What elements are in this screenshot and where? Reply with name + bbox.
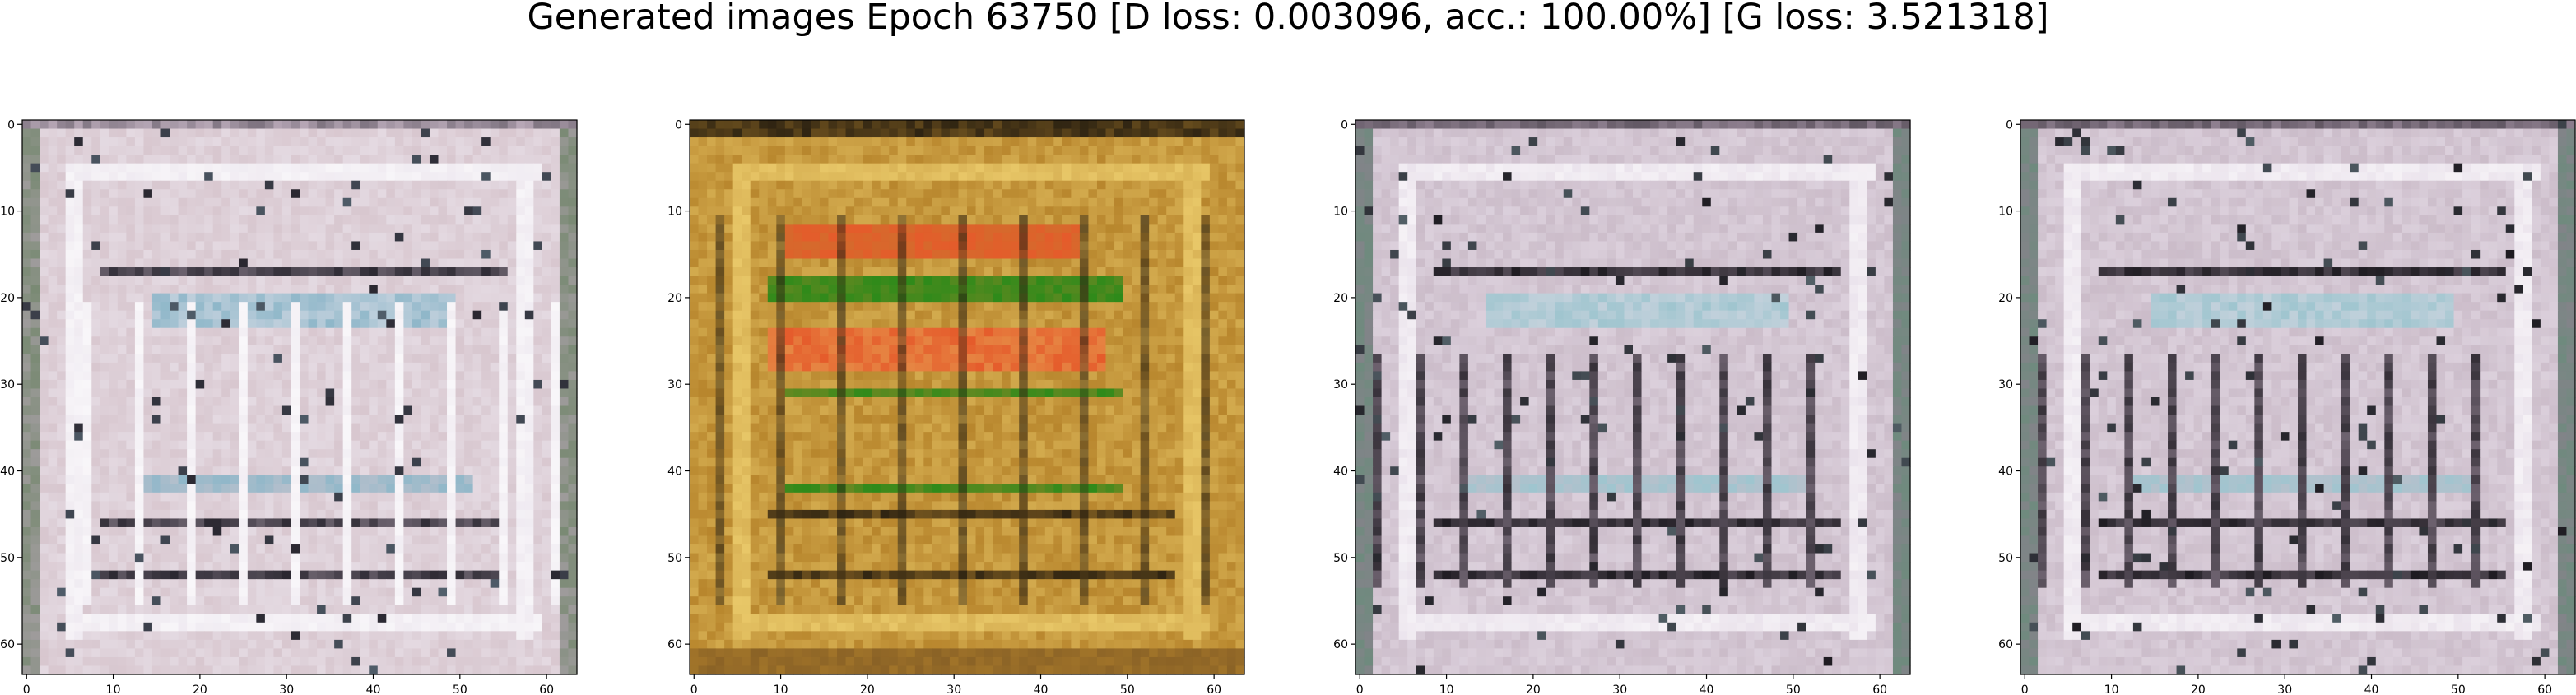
x-tick-label: 40	[1034, 683, 1049, 695]
y-tick-label: 0	[7, 118, 15, 132]
y-tick-label: 10	[1333, 206, 1348, 219]
x-tick-label: 10	[774, 683, 788, 695]
generated-image-3: 0 0 10 10 20 20 30 30 40 40 50 50 60 60	[1333, 118, 1911, 695]
x-tick-label: 10	[1439, 683, 1454, 695]
x-tick-label: 50	[453, 683, 467, 695]
y-tick-label: 20	[1333, 292, 1348, 305]
x-tick-label: 60	[539, 683, 554, 695]
y-tick-label: 0	[1341, 118, 1348, 132]
x-tick-label: 40	[1700, 683, 1714, 695]
y-tick-label: 60	[0, 638, 15, 651]
x-tick-label: 20	[2191, 683, 2206, 695]
x-tick-label: 30	[1612, 683, 1627, 695]
y-tick-label: 10	[1998, 206, 2013, 219]
x-tick-label: 60	[1207, 683, 1221, 695]
y-tick-label: 40	[1333, 466, 1348, 479]
generated-image-4-axes-frame	[2020, 119, 2576, 675]
generated-image-2: 0 0 10 10 20 20 30 30 40 40 50 50 60 60	[667, 118, 1245, 695]
y-tick-label: 60	[1333, 638, 1348, 651]
generated-image-4: 0 0 10 10 20 20 30 30 40 40 50 50 60 60	[1998, 118, 2576, 695]
x-tick-label: 0	[2021, 683, 2029, 695]
generated-image-3-axes-frame	[1355, 119, 1911, 675]
y-tick-label: 40	[1998, 466, 2013, 479]
x-tick-label: 20	[1526, 683, 1541, 695]
y-tick-label: 30	[667, 378, 682, 392]
x-tick-label: 40	[2364, 683, 2379, 695]
generated-image-1: 0 0 10 10 20 20 30 30 40 40 50 50 60 60	[0, 118, 578, 695]
y-tick-label: 0	[2006, 118, 2013, 132]
y-tick-label: 60	[1998, 638, 2013, 651]
y-tick-label: 0	[675, 118, 682, 132]
y-tick-label: 50	[1333, 552, 1348, 565]
x-tick-label: 0	[690, 683, 698, 695]
x-tick-label: 30	[946, 683, 961, 695]
panels-group: 0 0 10 10 20 20 30 30 40 40 50 50 60 60 0 0 10 10 20 20 30 30…	[0, 118, 2576, 695]
figure-title: Generated images Epoch 63750 [D loss: 0.…	[527, 0, 2049, 38]
x-tick-label: 20	[860, 683, 875, 695]
y-tick-label: 20	[667, 292, 682, 305]
x-tick-label: 10	[2104, 683, 2119, 695]
y-tick-label: 10	[667, 206, 682, 219]
y-tick-label: 10	[0, 206, 15, 219]
x-tick-label: 0	[1356, 683, 1364, 695]
generated-image-1-axes-frame	[21, 119, 578, 675]
y-tick-label: 30	[1333, 378, 1348, 392]
y-tick-label: 30	[1998, 378, 2013, 392]
y-tick-label: 40	[0, 466, 15, 479]
x-tick-label: 10	[106, 683, 121, 695]
x-tick-label: 20	[193, 683, 207, 695]
y-tick-label: 30	[0, 378, 15, 392]
y-tick-label: 20	[0, 292, 15, 305]
x-tick-label: 50	[1120, 683, 1135, 695]
x-tick-label: 60	[2537, 683, 2552, 695]
generated-image-2-axes-frame	[689, 119, 1245, 675]
y-tick-label: 40	[667, 466, 682, 479]
y-tick-label: 50	[0, 552, 15, 565]
x-tick-label: 50	[2451, 683, 2466, 695]
y-tick-label: 60	[667, 638, 682, 651]
y-tick-label: 50	[667, 552, 682, 565]
y-tick-label: 50	[1998, 552, 2013, 565]
x-tick-label: 30	[279, 683, 294, 695]
x-tick-label: 0	[23, 683, 30, 695]
x-tick-label: 50	[1786, 683, 1801, 695]
y-tick-label: 20	[1998, 292, 2013, 305]
x-tick-label: 60	[1872, 683, 1887, 695]
x-tick-label: 30	[2277, 683, 2292, 695]
x-tick-label: 40	[366, 683, 381, 695]
